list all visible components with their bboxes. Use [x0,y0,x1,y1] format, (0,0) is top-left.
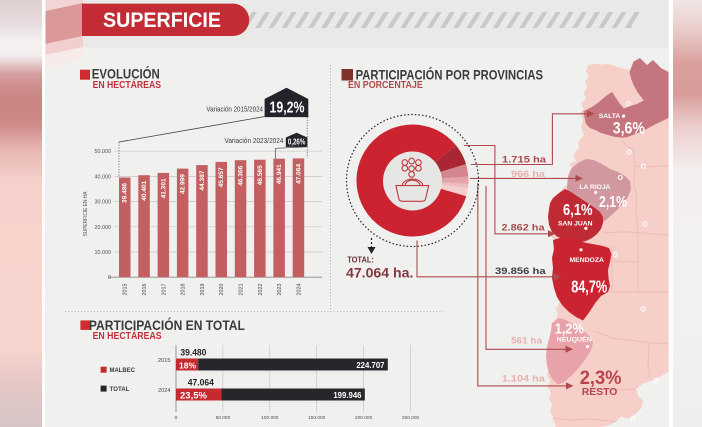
svg-text:SUPERFICIE EN HA: SUPERFICIE EN HA [83,191,89,237]
svg-text:2,1%: 2,1% [599,194,627,211]
svg-text:42.999: 42.999 [180,174,187,195]
svg-text:200.000: 200.000 [355,415,373,421]
svg-text:41.301: 41.301 [160,178,167,199]
svg-text:84,7%: 84,7% [571,277,607,297]
svg-text:PARTICIPACIÓN POR PROVINCIAS: PARTICIPACIÓN POR PROVINCIAS [356,66,543,83]
svg-text:23,5%: 23,5% [180,391,207,402]
svg-text:1.104 ha: 1.104 ha [502,374,546,385]
svg-text:1,2%: 1,2% [555,320,584,337]
svg-text:2023: 2023 [277,284,283,296]
svg-text:44.387: 44.387 [199,170,206,191]
svg-text:1.715 ha: 1.715 ha [502,154,547,165]
svg-text:224.707: 224.707 [356,361,384,370]
svg-text:LA RIOJA: LA RIOJA [579,184,610,191]
svg-text:10.000: 10.000 [95,250,112,256]
svg-text:2022: 2022 [258,284,264,296]
svg-text:561 ha: 561 ha [511,336,543,347]
svg-text:45.657: 45.657 [218,167,225,188]
svg-text:50.000: 50.000 [95,149,112,155]
svg-text:MENDOZA: MENDOZA [570,257,605,264]
svg-text:2016: 2016 [142,284,148,296]
svg-text:TOTAL: TOTAL [110,386,130,393]
svg-text:150.000: 150.000 [308,415,326,421]
svg-text:2024: 2024 [296,284,302,296]
svg-text:39.856 ha: 39.856 ha [495,266,547,277]
svg-text:EN HECTÁREAS: EN HECTÁREAS [93,329,162,342]
svg-text:PARTICIPACIÓN EN TOTAL: PARTICIPACIÓN EN TOTAL [89,316,245,333]
svg-text:EN PORCENTAJE: EN PORCENTAJE [348,80,423,91]
svg-text:TOTAL:: TOTAL: [347,255,374,265]
svg-text:46.366: 46.366 [238,165,245,186]
svg-text:250.000: 250.000 [402,415,420,421]
svg-text:0,26%: 0,26% [288,138,306,147]
svg-text:NEUQUÉN: NEUQUÉN [557,335,592,344]
svg-text:199.946: 199.946 [333,391,362,400]
svg-text:6,1%: 6,1% [563,202,593,219]
svg-text:SAN JUAN: SAN JUAN [558,221,593,228]
svg-text:0: 0 [108,275,111,281]
svg-text:2017: 2017 [161,284,167,296]
svg-text:19,2%: 19,2% [270,99,305,116]
svg-text:MALBEC: MALBEC [110,367,136,374]
svg-text:2018: 2018 [181,284,187,296]
svg-text:47.064 ha.: 47.064 ha. [346,265,413,280]
svg-text:50.000: 50.000 [216,415,231,421]
svg-text:Variación 2023/2024: Variación 2023/2024 [225,136,284,145]
svg-text:SALTA: SALTA [599,113,621,120]
svg-text:0: 0 [175,415,178,421]
svg-text:2024: 2024 [158,388,170,394]
svg-text:39.486: 39.486 [122,182,129,203]
svg-text:2019: 2019 [200,284,206,296]
svg-text:40.401: 40.401 [141,180,148,201]
svg-text:18%: 18% [179,360,196,370]
svg-text:47.064: 47.064 [295,163,302,184]
svg-text:47.064: 47.064 [188,378,214,388]
svg-text:966 ha: 966 ha [511,169,546,180]
svg-text:2015: 2015 [158,358,170,364]
svg-text:2015: 2015 [123,284,129,296]
svg-text:EVOLUCIÓN: EVOLUCIÓN [92,65,160,82]
svg-text:SUPERFICIE: SUPERFICIE [103,9,221,32]
svg-text:30.000: 30.000 [95,200,112,206]
svg-text:40.000: 40.000 [95,174,112,180]
svg-text:2.862 ha: 2.862 ha [502,223,546,234]
svg-text:3,6%: 3,6% [613,119,645,137]
svg-text:2020: 2020 [219,284,225,296]
svg-text:46.565: 46.565 [257,165,264,186]
svg-text:100.000: 100.000 [261,415,279,421]
svg-text:RESTO: RESTO [582,387,618,398]
svg-text:Variación 2015/2024: Variación 2015/2024 [206,104,263,113]
svg-text:20.000: 20.000 [95,225,112,231]
svg-text:2,3%: 2,3% [580,367,622,389]
svg-text:2021: 2021 [239,284,245,296]
svg-text:EN HECTÁREAS: EN HECTÁREAS [93,78,162,91]
svg-text:39.480: 39.480 [180,348,206,358]
svg-text:46.941: 46.941 [276,164,283,185]
